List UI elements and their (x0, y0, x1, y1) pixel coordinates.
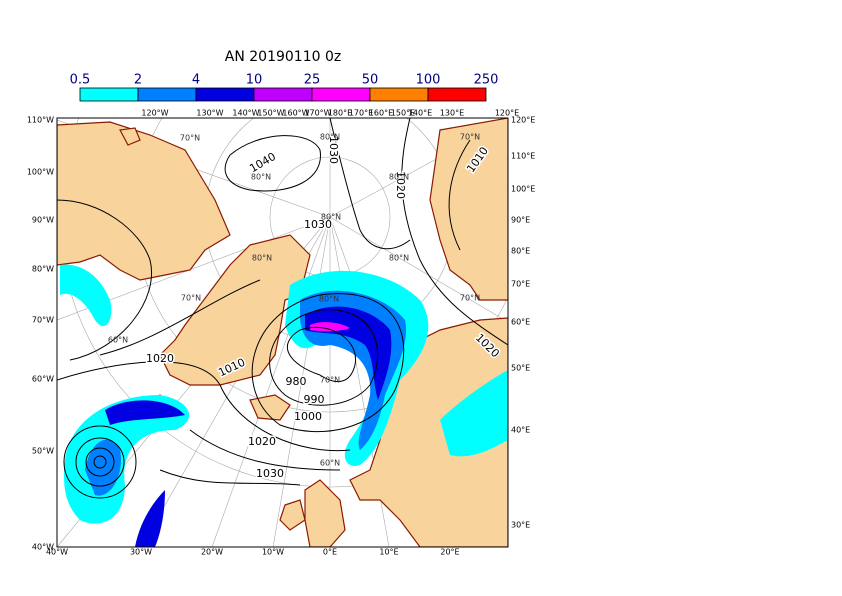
left-label: 50°W (32, 447, 54, 456)
top-label: 140°E (408, 109, 432, 118)
latitude-label: 70°N (320, 376, 340, 385)
contour-label: 1020 (394, 171, 407, 199)
colorbar-label: 25 (304, 73, 321, 88)
left-label: 110°W (27, 116, 54, 125)
top-label: 130°E (440, 109, 464, 118)
title: AN 20190110 0z (225, 49, 341, 65)
right-label: 70°E (511, 280, 530, 289)
left-label: 100°W (27, 168, 54, 177)
right-label: 40°E (511, 426, 530, 435)
bottom-label: 0°E (323, 548, 337, 557)
colorbar-segment (79, 87, 139, 102)
colorbar-segment (369, 87, 429, 102)
right-label: 60°E (511, 318, 530, 327)
left-label: 80°W (32, 265, 54, 274)
colorbar-label: 4 (192, 73, 200, 88)
top-label: 130°W (196, 109, 223, 118)
right-label: 100°E (511, 185, 535, 194)
top-label: 170°E (349, 109, 373, 118)
latitude-label: 80°N (389, 254, 409, 263)
top-label: 160°W (282, 109, 309, 118)
right-label: 30°E (511, 521, 530, 530)
bottom-label: 40°W (46, 548, 68, 557)
latitude-label: 80°N (320, 133, 340, 142)
top-label: 140°W (232, 109, 259, 118)
bottom-label: 20°W (201, 548, 223, 557)
latitude-label: 70°N (180, 134, 200, 143)
latitude-label: 70°N (181, 294, 201, 303)
right-label: 80°E (511, 247, 530, 256)
colorbar-label: 10 (246, 73, 263, 88)
top-label: 120°E (495, 109, 519, 118)
land (57, 118, 508, 547)
right-label: 110°E (511, 152, 535, 161)
latitude-label: 70°N (460, 133, 480, 142)
latitude-label: 60°N (320, 459, 340, 468)
right-label: 90°E (511, 216, 530, 225)
bottom-label: 10°E (379, 548, 398, 557)
colorbar-label: 250 (474, 73, 499, 88)
contour-label: 1020 (248, 435, 276, 448)
map-frame (56, 117, 509, 548)
colorbar-segment (311, 87, 371, 102)
bottom-label: 20°E (440, 548, 459, 557)
right-label: 50°E (511, 364, 530, 373)
contour-label: 1030 (256, 467, 284, 480)
left-label: 40°W (32, 543, 54, 552)
contour-label: 980 (286, 375, 307, 388)
colorbar-segment (195, 87, 255, 102)
contour-label: 1030 (327, 136, 340, 164)
latitude-label: 80°N (252, 254, 272, 263)
colorbar-segment (137, 87, 197, 102)
left-label: 90°W (32, 216, 54, 225)
top-label: 160°E (369, 109, 393, 118)
bottom-label: 30°W (130, 548, 152, 557)
bottom-label: 10°W (262, 548, 284, 557)
colorbar-label: 50 (362, 73, 379, 88)
latitude-label: 80°N (321, 213, 341, 222)
left-label: 60°W (32, 375, 54, 384)
top-label: 150°W (257, 109, 284, 118)
isobars (57, 118, 508, 499)
top-label: 180°E (328, 109, 352, 118)
latitude-label: 80°N (389, 173, 409, 182)
left-label: 70°W (32, 316, 54, 325)
top-label: 150°E (391, 109, 415, 118)
top-label: 170°W (304, 109, 331, 118)
colorbar: 0.5 2 4 10 25 50 100 250 (70, 73, 499, 102)
contour-label: 990 (304, 393, 325, 406)
latitude-label: 60°N (108, 336, 128, 345)
latitude-label: 80°N (251, 173, 271, 182)
right-label: 120°E (511, 116, 535, 125)
contour-label: 1000 (294, 410, 322, 423)
colorbar-label: 2 (134, 73, 142, 88)
colorbar-segment (253, 87, 313, 102)
latitude-label: 80°N (319, 295, 339, 304)
colorbar-label: 100 (416, 73, 441, 88)
contour-label: 1030 (304, 218, 332, 231)
colorbar-label: 0.5 (70, 73, 91, 88)
colorbar-segment (427, 87, 487, 102)
contour-label: 1020 (146, 352, 174, 365)
top-label: 120°W (141, 109, 168, 118)
latitude-label: 70°N (460, 294, 480, 303)
